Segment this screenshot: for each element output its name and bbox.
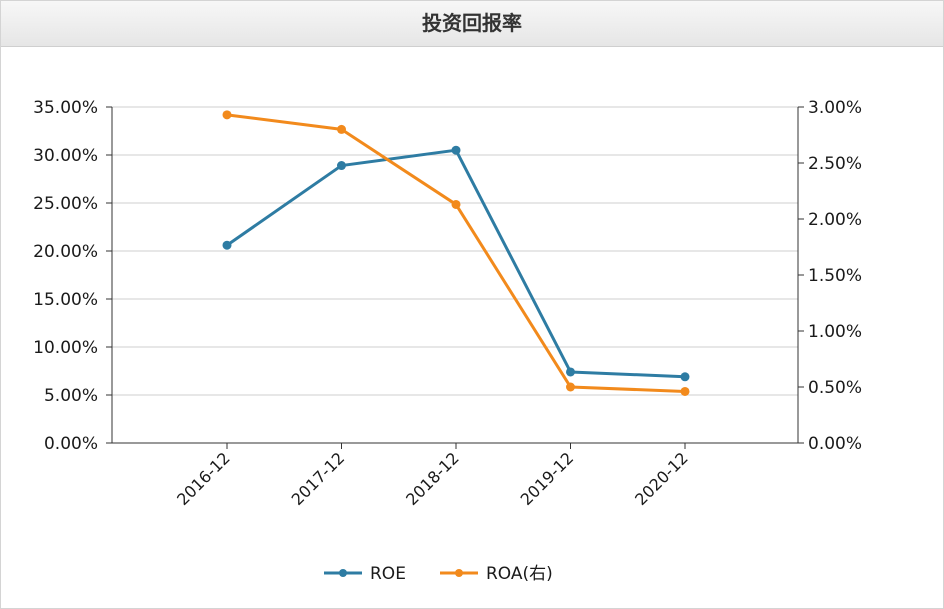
data-point-1 (566, 382, 575, 392)
y-left-tick-label: 5.00% (44, 386, 98, 406)
data-point-1 (680, 386, 690, 396)
chart-title: 投资回报率 (1, 1, 943, 47)
data-point-0 (222, 240, 232, 250)
data-point-1 (222, 110, 232, 120)
x-tick-label: 2017-12 (288, 448, 349, 509)
series-line-0 (226, 148, 686, 379)
y-left-tick-label: 25.00% (33, 194, 98, 214)
y-right-tick-label: 0.00% (808, 434, 862, 454)
legend-label: ROE (370, 564, 406, 584)
y-left-tick-label: 15.00% (33, 290, 98, 310)
data-point-1 (451, 199, 461, 209)
y-right-tick-label: 2.50% (808, 154, 862, 174)
x-tick-label: 2018-12 (402, 448, 463, 509)
data-point-0 (680, 372, 690, 382)
y-left-tick-label: 35.00% (33, 98, 98, 118)
data-point-0 (566, 367, 575, 377)
y-left-tick-label: 10.00% (33, 338, 98, 358)
series-line-1 (226, 113, 686, 393)
data-point-0 (337, 161, 346, 171)
legend-label: ROA(右) (486, 564, 553, 584)
x-tick-label: 2019-12 (517, 448, 578, 509)
data-point-0 (451, 145, 461, 155)
legend-marker (339, 569, 347, 577)
y-left-tick-label: 0.00% (44, 434, 98, 454)
y-left-tick-label: 20.00% (33, 242, 98, 262)
y-right-tick-label: 0.50% (808, 378, 862, 398)
y-left-tick-label: 30.00% (33, 146, 98, 166)
x-tick-label: 2016-12 (173, 448, 234, 509)
x-tick-label: 2020-12 (631, 448, 692, 509)
data-point-1 (337, 124, 346, 134)
y-right-tick-label: 3.00% (808, 98, 862, 118)
y-right-tick-label: 2.00% (808, 210, 862, 230)
y-right-tick-label: 1.00% (808, 322, 862, 342)
legend-marker (455, 569, 463, 577)
y-right-tick-label: 1.50% (808, 266, 862, 286)
